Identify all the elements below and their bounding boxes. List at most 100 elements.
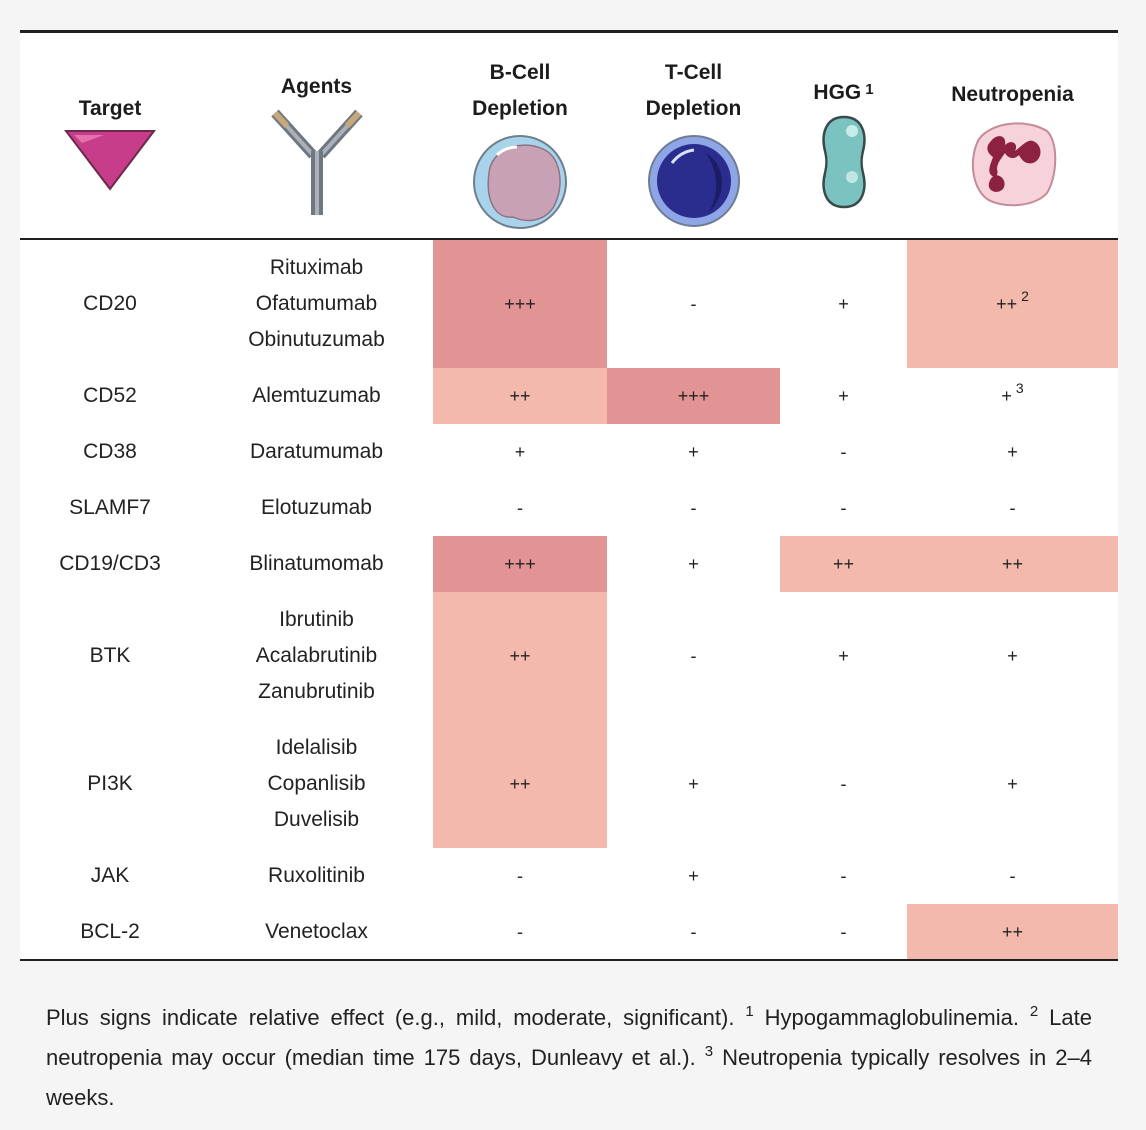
footnote-text-4: Neutropenia typically resolves in 2–4 we… [46,1045,1092,1110]
bcell-cell: +++ [433,239,607,368]
header-tcell-label-line2: Depletion [645,97,742,120]
agents-cell: Ruxolitinib [200,848,433,904]
agent-name: Ibrutinib [279,608,354,631]
effect-value: ++ [509,646,531,666]
footnote-sup-1: 1 [745,1003,754,1020]
tcell-cell: + [607,848,780,904]
neutropenia-cell: + [907,592,1118,720]
hgg-cell: + [780,368,907,424]
neutropenia-cell: +3 [907,368,1118,424]
tcell-cell: + [607,720,780,848]
agent-name: Acalabrutinib [255,644,378,667]
footnote-reference: 2 [1021,288,1029,304]
neutropenia-cell: - [907,848,1118,904]
header-agents-label: Agents [280,75,353,98]
table-row: CD52 Alemtuzumab ++ +++ + +3 [20,368,1118,424]
hgg-cell: - [780,480,907,536]
bcell-cell: ++ [433,592,607,720]
hgg-cell: - [780,848,907,904]
hgg-cell: - [780,720,907,848]
effect-value: +++ [504,294,536,314]
effect-value: + [838,646,849,666]
header-target-label: Target [78,97,142,120]
target-cell: CD38 [83,440,137,463]
t-cell-icon [647,135,740,227]
effect-value: - [1009,498,1016,518]
effect-value: ++ [1001,554,1024,574]
header-tcell: T-Cell Depletion [607,31,780,240]
agents-cell: Elotuzumab [200,480,433,536]
agents-cell: Alemtuzumab [200,368,433,424]
effect-value: - [517,498,523,518]
effect-value: - [517,866,523,886]
effect-value: + [688,442,699,462]
b-cell-icon [473,135,567,229]
effect-value: + [688,554,699,574]
header-row: Target Agents [20,31,1118,240]
immunoglobulin-icon [821,115,866,209]
hgg-cell: + [780,592,907,720]
agent-name: Daratumumab [249,440,384,463]
header-bcell-label-line1: B-Cell [489,61,551,84]
effect-value: - [840,866,847,886]
header-hgg-text: HGG [813,81,862,104]
agent-name: Ruxolitinib [268,864,365,887]
hgg-cell: ++ [780,536,907,592]
header-neutropenia: Neutropenia [907,31,1118,240]
agent-name: Alemtuzumab [252,384,381,407]
effect-value: - [1009,866,1016,886]
effect-value: + [514,442,526,462]
effect-value: - [690,646,697,666]
agent-name: Blinatumomab [249,552,384,575]
effect-value: - [840,774,847,794]
agent-name: Ofatumumab [255,292,378,315]
bcell-cell: ++ [433,720,607,848]
effect-value: + [688,774,699,794]
neutropenia-cell: ++ [907,904,1118,961]
effect-value: + [1001,386,1012,406]
toxicity-table-container: Target Agents [20,30,1118,961]
agents-cell: Venetoclax [200,904,433,961]
effect-value: - [840,498,847,518]
tcell-cell: - [607,480,780,536]
header-hgg-label: HGG 1 [780,75,907,111]
effect-value: - [690,294,697,314]
target-cell: JAK [90,864,130,887]
tcell-cell: + [607,536,780,592]
effect-value: + [688,866,699,886]
agent-name: Obinutuzumab [248,328,385,351]
table-footnote: Plus signs indicate relative effect (e.g… [46,998,1092,1118]
effect-value: - [517,921,523,942]
header-neutropenia-label: Neutropenia [951,83,1074,106]
effect-value: - [840,442,847,462]
table-row: SLAMF7 Elotuzumab - - - - [20,480,1118,536]
target-cell: CD19/CD3 [59,552,161,575]
effect-value: ++ [509,774,531,794]
effect-value: + [838,386,849,406]
header-target: Target [20,31,200,240]
agents-cell: Daratumumab [200,424,433,480]
footnote-text-3: Late neutropenia may occur (median time … [46,1005,1092,1070]
target-cell: PI3K [87,772,133,795]
effect-value: - [690,921,697,942]
header-hgg-superscript: 1 [865,81,874,98]
agents-cell: Idelalisib Copanlisib Duvelisib [200,720,433,848]
effect-value: +++ [504,554,536,574]
antibody-icon [270,109,363,215]
effect-value: ++ [996,294,1018,314]
neutropenia-cell: ++ 2 [907,239,1118,368]
effect-value: + [1007,442,1018,462]
footnote-text-2: Hypogammaglobulinemia. [764,1005,1019,1030]
effect-value: ++ [832,554,855,574]
agents-cell: Rituximab Ofatumumab Obinutuzumab [200,239,433,368]
tcell-cell: - [607,592,780,720]
hgg-cell: - [780,424,907,480]
tcell-cell: - [607,904,780,961]
neutropenia-cell: + [907,720,1118,848]
effect-value: ++ [509,386,531,406]
agent-name: Idelalisib [275,736,358,759]
agents-cell: Blinatumomab [200,536,433,592]
table-row: CD20 Rituximab Ofatumumab Obinutuzumab +++ - +… [20,239,1118,368]
neutropenia-cell: - [907,480,1118,536]
target-cell: BCL-2 [20,904,200,961]
